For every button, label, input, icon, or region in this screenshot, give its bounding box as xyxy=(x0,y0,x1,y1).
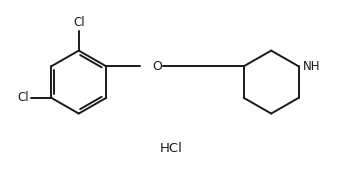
Text: Cl: Cl xyxy=(73,16,85,29)
Text: NH: NH xyxy=(303,60,320,73)
Text: HCl: HCl xyxy=(159,143,182,156)
Text: O: O xyxy=(152,60,162,73)
Text: Cl: Cl xyxy=(18,91,29,104)
